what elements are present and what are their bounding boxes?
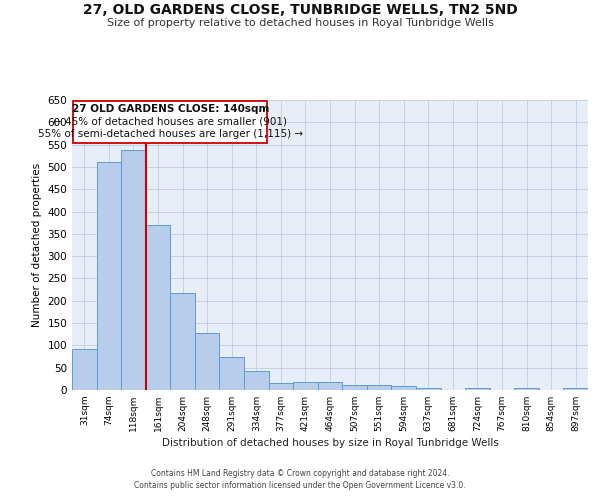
Text: 55% of semi-detached houses are larger (1,115) →: 55% of semi-detached houses are larger (… <box>38 129 303 139</box>
Bar <box>195 334 220 390</box>
Text: 27, OLD GARDENS CLOSE, TUNBRIDGE WELLS, TN2 5ND: 27, OLD GARDENS CLOSE, TUNBRIDGE WELLS, … <box>83 2 517 16</box>
Text: ← 45% of detached houses are smaller (901): ← 45% of detached houses are smaller (90… <box>53 116 287 126</box>
Bar <box>318 382 342 390</box>
Bar <box>244 371 269 390</box>
Bar <box>367 385 391 390</box>
Bar <box>269 384 293 390</box>
Bar <box>293 382 318 390</box>
Bar <box>97 162 121 390</box>
Bar <box>170 292 195 390</box>
Y-axis label: Number of detached properties: Number of detached properties <box>32 163 42 327</box>
Text: Distribution of detached houses by size in Royal Tunbridge Wells: Distribution of detached houses by size … <box>161 438 499 448</box>
Bar <box>563 388 588 390</box>
Bar <box>121 150 146 390</box>
Text: 27 OLD GARDENS CLOSE: 140sqm: 27 OLD GARDENS CLOSE: 140sqm <box>71 104 269 115</box>
Text: Contains HM Land Registry data © Crown copyright and database right 2024.
Contai: Contains HM Land Registry data © Crown c… <box>134 468 466 490</box>
Bar <box>391 386 416 390</box>
Bar <box>146 226 170 390</box>
Bar <box>220 358 244 390</box>
Bar <box>342 385 367 390</box>
Bar <box>416 388 440 390</box>
FancyBboxPatch shape <box>73 101 268 144</box>
Text: Size of property relative to detached houses in Royal Tunbridge Wells: Size of property relative to detached ho… <box>107 18 493 28</box>
Bar <box>465 388 490 390</box>
Bar <box>72 348 97 390</box>
Bar <box>514 388 539 390</box>
